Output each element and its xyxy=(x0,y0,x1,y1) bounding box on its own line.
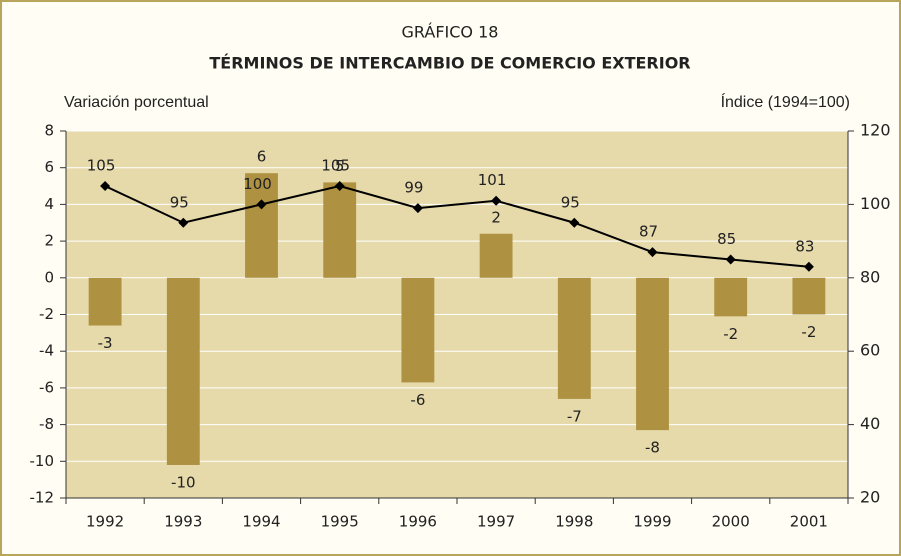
x-tick-label: 1997 xyxy=(477,513,515,531)
y2-tick-label: 40 xyxy=(860,414,880,433)
bar xyxy=(636,277,669,431)
line-marker xyxy=(803,261,814,272)
line-marker xyxy=(178,217,189,228)
line-value-label: 87 xyxy=(639,223,658,241)
y-tick-label: -4 xyxy=(39,342,54,360)
line-value-label: 101 xyxy=(478,171,507,189)
line-marker xyxy=(725,254,736,265)
y-tick-label: -6 xyxy=(39,378,54,396)
line-value-label: 95 xyxy=(561,193,580,211)
bar xyxy=(557,277,591,399)
x-tick-label: 1998 xyxy=(555,513,593,531)
line-marker xyxy=(647,247,658,258)
bar xyxy=(401,277,435,383)
bar xyxy=(714,277,748,317)
y-tick-label: 0 xyxy=(44,268,54,286)
line-value-label: 99 xyxy=(404,179,423,197)
bar xyxy=(245,173,278,278)
line-marker xyxy=(256,199,267,210)
bar xyxy=(479,233,513,278)
bar-value-label: 6 xyxy=(257,148,267,166)
y2-axis-label: Índice (1994=100) xyxy=(721,92,850,111)
chart-subtitle: GRÁFICO 18 xyxy=(402,23,499,42)
line-value-label: 95 xyxy=(170,193,189,211)
y-tick-label: -8 xyxy=(39,415,54,433)
chart-title: TÉRMINOS DE INTERCAMBIO DE COMERCIO EXTE… xyxy=(209,54,690,73)
line-marker xyxy=(569,217,580,228)
y-tick-label: -10 xyxy=(30,452,55,470)
y-tick-label: 2 xyxy=(44,232,54,250)
line xyxy=(104,185,809,268)
y2-tick-label: 100 xyxy=(860,194,891,213)
x-tick-label: 1992 xyxy=(86,513,124,531)
line-marker xyxy=(491,195,502,206)
y2-tick-label: 60 xyxy=(860,341,880,360)
bar-value-label: -2 xyxy=(723,325,738,343)
bar xyxy=(166,277,200,465)
line-value-label: 100 xyxy=(243,175,272,193)
bar-value-label: -8 xyxy=(645,439,660,457)
y-tick-label: 6 xyxy=(44,158,54,176)
y-tick-label: 4 xyxy=(44,195,54,213)
x-tick-label: 1995 xyxy=(321,513,359,531)
line-value-label: 85 xyxy=(717,230,736,248)
y-tick-label: -12 xyxy=(30,489,55,507)
y2-tick-label: 80 xyxy=(860,267,880,286)
x-tick-label: 1996 xyxy=(399,513,437,531)
line-value-label: 105 xyxy=(87,157,116,175)
line-marker xyxy=(334,181,345,192)
line-value-label: 105 xyxy=(321,157,350,175)
x-tick-label: 1993 xyxy=(164,513,202,531)
line-value-label: 83 xyxy=(795,237,814,255)
y-tick-label: 8 xyxy=(44,122,54,140)
y2-tick-label: 120 xyxy=(860,121,891,140)
bar-value-label: 5 xyxy=(335,157,345,175)
x-tick-label: 2001 xyxy=(790,513,828,531)
line-marker xyxy=(100,181,111,192)
y-tick-label: -2 xyxy=(39,305,54,323)
bar-value-label: 2 xyxy=(491,208,501,226)
bar-value-label: -6 xyxy=(410,391,425,409)
bar-value-label: -10 xyxy=(171,473,196,491)
bar xyxy=(323,182,357,278)
x-tick-label: 1999 xyxy=(633,513,671,531)
bar-value-label: -2 xyxy=(801,323,816,341)
x-tick-label: 2000 xyxy=(712,513,750,531)
y2-tick-label: 20 xyxy=(860,488,880,507)
bar xyxy=(88,277,122,326)
line-marker xyxy=(412,203,423,214)
bar-value-label: -3 xyxy=(98,334,113,352)
bar xyxy=(792,277,826,315)
x-tick-label: 1994 xyxy=(242,513,280,531)
bar-value-label: -7 xyxy=(567,407,582,425)
y-axis-label: Variación porcentual xyxy=(64,94,209,111)
